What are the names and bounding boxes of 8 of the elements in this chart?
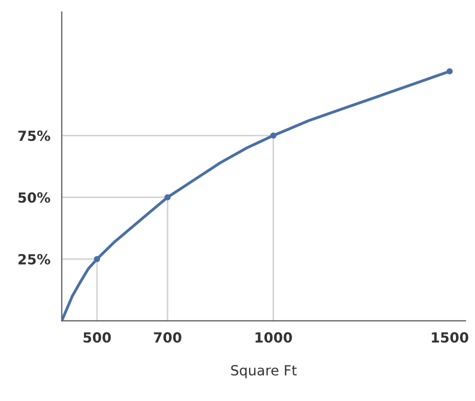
x-tick-label: 1000 [256, 332, 292, 343]
x-tick-label: 1500 [432, 332, 468, 343]
y-tick-label: 75% [18, 130, 50, 142]
x-axis-title: Square Ft [231, 365, 297, 378]
x-tick-label: 500 [84, 332, 111, 343]
x-tick-label: 700 [154, 332, 182, 343]
y-tick-label: 25% [18, 254, 50, 265]
y-tick-label: 50% [18, 192, 50, 203]
